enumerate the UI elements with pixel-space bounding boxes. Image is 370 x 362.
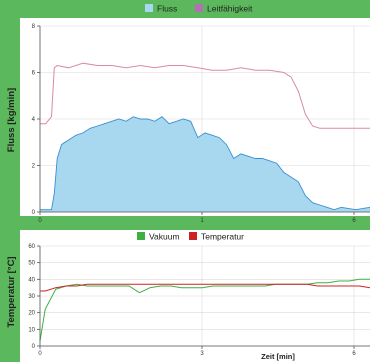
legend-label-leitfaehigkeit: Leitfähigkeit: [207, 4, 253, 14]
legend-label-vakuum: Vakuum: [149, 232, 180, 242]
lower-legend: Vakuum Temperatur: [137, 232, 244, 242]
legend-swatch-vakuum: [137, 232, 145, 240]
upper-series: [40, 62, 370, 212]
legend-label-temperatur: Temperatur: [201, 232, 244, 242]
lower-xtick-label-2: 6: [352, 351, 356, 357]
frame-border-divider: [0, 216, 370, 230]
lower-xticks: 0 3 6: [38, 351, 356, 357]
series-line-fluss: [40, 116, 370, 211]
upper-ytick-label-2: 4: [32, 117, 36, 123]
lower-ytick-label-1: 10: [28, 327, 35, 333]
upper-ytick-label-3: 6: [32, 71, 36, 77]
frame-border-top: [0, 0, 370, 18]
lower-ytick-label-5: 50: [28, 261, 35, 267]
upper-ticks: 0 2 4 6 8: [32, 24, 355, 216]
legend-swatch-leitfaehigkeit: [195, 4, 203, 12]
upper-xticks: 0 1 6: [38, 218, 356, 224]
lower-xtick-label-0: 0: [38, 351, 42, 357]
series-line-leitfaehigkeit: [40, 62, 370, 129]
lower-ytick-label-6: 60: [28, 244, 35, 250]
lower-ytick-label-2: 20: [28, 311, 35, 317]
series-line-vakuum: [39, 278, 370, 342]
lower-ytick-label-4: 40: [28, 277, 35, 283]
upper-legend: Fluss Leitfähigkeit: [145, 4, 253, 14]
lower-ytick-label-3: 30: [28, 294, 35, 300]
lower-ytick-label-0: 0: [32, 344, 36, 350]
lower-y-axis-title: Temperatur [°C]: [6, 256, 17, 327]
legend-label-fluss: Fluss: [157, 4, 177, 14]
lower-xtick-label-1: 3: [200, 351, 204, 357]
upper-y-axis-title: Fluss [kg/min]: [6, 88, 17, 152]
upper-xtick-label-2: 6: [352, 218, 356, 224]
lower-x-axis-title: Zeit [min]: [261, 352, 295, 361]
upper-xtick-label-1: 1: [200, 218, 204, 224]
upper-chart: Fluss Leitfähigkeit 0 2 4 6 8 0 1 6 Fluss [k…: [6, 4, 370, 224]
upper-ytick-label-1: 2: [32, 164, 36, 170]
series-area-fluss: [40, 116, 370, 212]
lower-series: [39, 278, 370, 342]
legend-swatch-temperatur: [189, 232, 197, 240]
upper-xtick-label-0: 0: [38, 218, 42, 224]
frame-border-left: [0, 0, 20, 362]
upper-ytick-label-0: 0: [32, 210, 36, 216]
legend-swatch-fluss: [145, 4, 153, 12]
lower-ticks: 0 10 20 30 40 50 60: [28, 244, 355, 350]
series-line-temperatur: [40, 283, 370, 292]
upper-ytick-label-4: 8: [32, 24, 36, 30]
